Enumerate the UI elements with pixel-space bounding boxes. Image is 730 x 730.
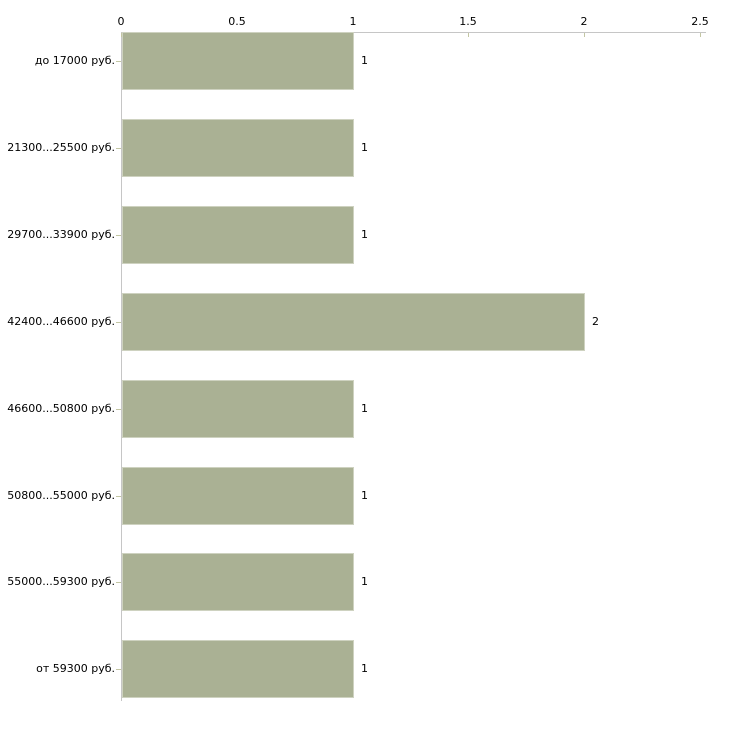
- y-axis-tick-mark: [116, 61, 121, 62]
- category-label: 55000...59300 руб.: [7, 575, 115, 588]
- category-label: 42400...46600 руб.: [7, 315, 115, 328]
- y-axis-tick-mark: [116, 322, 121, 323]
- category-label: 21300...25500 руб.: [7, 141, 115, 154]
- category-label: 29700...33900 руб.: [7, 228, 115, 241]
- bar-value-label: 1: [361, 489, 368, 502]
- bar: [122, 553, 354, 611]
- bar-value-label: 1: [361, 402, 368, 415]
- bar: [122, 119, 354, 177]
- category-label: 50800...55000 руб.: [7, 489, 115, 502]
- bar: [122, 32, 354, 90]
- y-axis-tick-mark: [116, 235, 121, 236]
- y-axis-tick-mark: [116, 582, 121, 583]
- category-label: от 59300 руб.: [36, 662, 115, 675]
- x-axis-tick-mark: [700, 33, 701, 37]
- bar: [122, 467, 354, 525]
- y-axis-line: [121, 32, 122, 701]
- bar-value-label: 1: [361, 662, 368, 675]
- x-axis-tick-label: 2.5: [691, 15, 709, 28]
- category-label: до 17000 руб.: [34, 54, 115, 67]
- bar: [122, 640, 354, 698]
- bar-value-label: 1: [361, 141, 368, 154]
- bar: [122, 293, 585, 351]
- bar: [122, 206, 354, 264]
- x-axis-line: [121, 32, 706, 33]
- x-axis-tick-label: 0.5: [228, 15, 246, 28]
- x-axis-tick-label: 0: [117, 15, 125, 28]
- bar-value-label: 1: [361, 54, 368, 67]
- x-axis-tick-label: 2: [580, 15, 588, 28]
- y-axis-tick-mark: [116, 496, 121, 497]
- y-axis-tick-mark: [116, 669, 121, 670]
- x-axis-tick-label: 1: [349, 15, 357, 28]
- x-axis-tick-mark: [468, 33, 469, 37]
- category-label: 46600...50800 руб.: [7, 402, 115, 415]
- x-axis-tick-mark: [121, 33, 122, 37]
- bar-value-label: 1: [361, 228, 368, 241]
- y-axis-tick-mark: [116, 409, 121, 410]
- bar-value-label: 2: [592, 315, 599, 328]
- x-axis-tick-mark: [584, 33, 585, 37]
- bar-value-label: 1: [361, 575, 368, 588]
- bar: [122, 380, 354, 438]
- x-axis-tick-label: 1.5: [459, 15, 477, 28]
- y-axis-tick-mark: [116, 148, 121, 149]
